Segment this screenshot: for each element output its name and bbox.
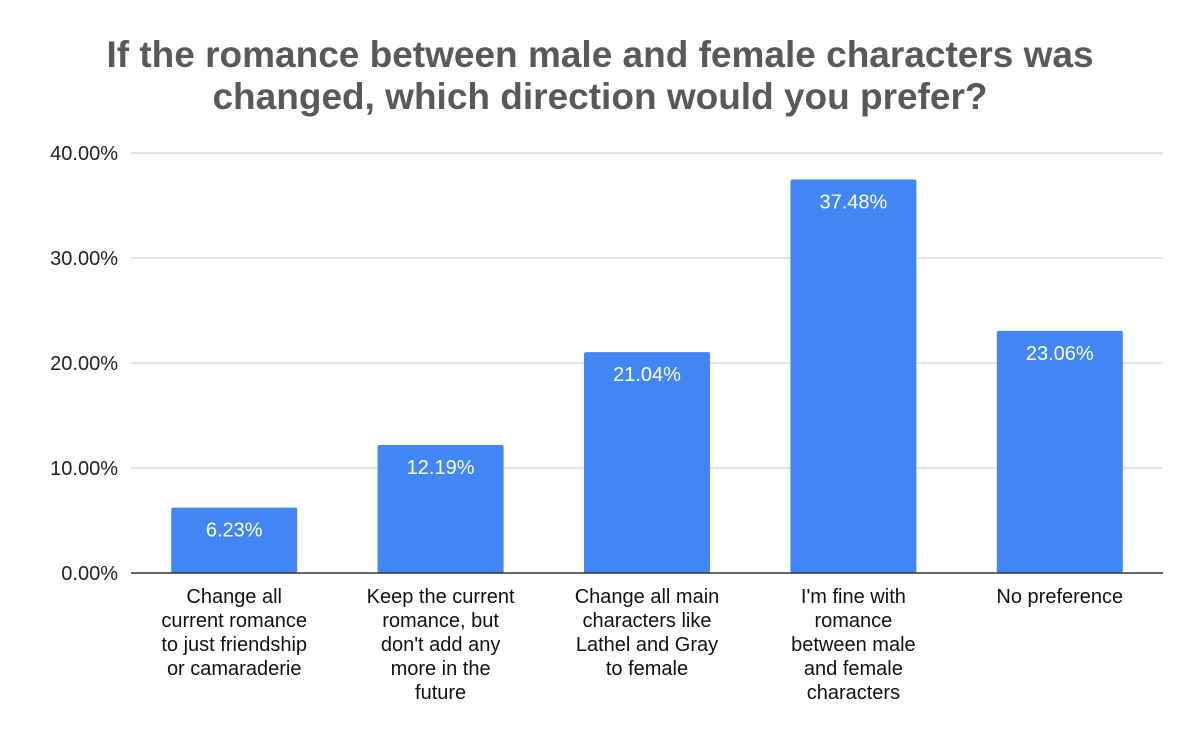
- x-category-label: future: [415, 682, 466, 704]
- x-category-label: don't add any: [381, 634, 500, 656]
- x-category-label: Lathel and Gray: [576, 634, 718, 656]
- bar: [790, 179, 917, 573]
- bar: [996, 330, 1123, 573]
- bar-data-label: 21.04%: [613, 364, 681, 386]
- chart-title-line-2: changed, which direction would you prefe…: [212, 76, 988, 117]
- x-category-label: I'm fine with: [801, 586, 906, 608]
- x-category-label: more in the: [391, 658, 491, 680]
- x-category-label: romance, but: [382, 610, 499, 632]
- y-tick-label: 10.00%: [50, 458, 118, 480]
- x-category-label: or camaraderie: [167, 658, 302, 680]
- bar-data-label: 12.19%: [407, 457, 475, 479]
- chart-title-line-1: If the romance between male and female c…: [106, 34, 1094, 75]
- x-category-label: Change all main: [575, 586, 720, 608]
- y-tick-label: 20.00%: [50, 353, 118, 375]
- bar: [377, 445, 504, 573]
- x-category-label: Keep the current: [367, 586, 515, 608]
- x-category-label: to just friendship: [161, 634, 307, 656]
- x-category-label: current romance: [161, 610, 307, 632]
- bar-data-label: 23.06%: [1026, 343, 1094, 365]
- y-tick-label: 0.00%: [61, 563, 118, 585]
- x-category-label: romance: [814, 610, 892, 632]
- bar-data-label: 37.48%: [819, 191, 887, 213]
- x-category-label: Change all: [186, 586, 282, 608]
- bar: [171, 507, 298, 573]
- chart-title: If the romance between male and female c…: [0, 34, 1200, 118]
- x-category-label: characters: [807, 682, 900, 704]
- x-category-label: to female: [606, 658, 688, 680]
- x-category-label: characters like: [583, 610, 712, 632]
- y-tick-label: 30.00%: [50, 248, 118, 270]
- bar: [584, 352, 710, 573]
- x-category-label: and female: [804, 658, 903, 680]
- x-category-label: No preference: [996, 586, 1123, 608]
- y-tick-label: 40.00%: [50, 143, 118, 165]
- bar-data-label: 6.23%: [206, 520, 263, 542]
- x-category-label: between male: [791, 634, 916, 656]
